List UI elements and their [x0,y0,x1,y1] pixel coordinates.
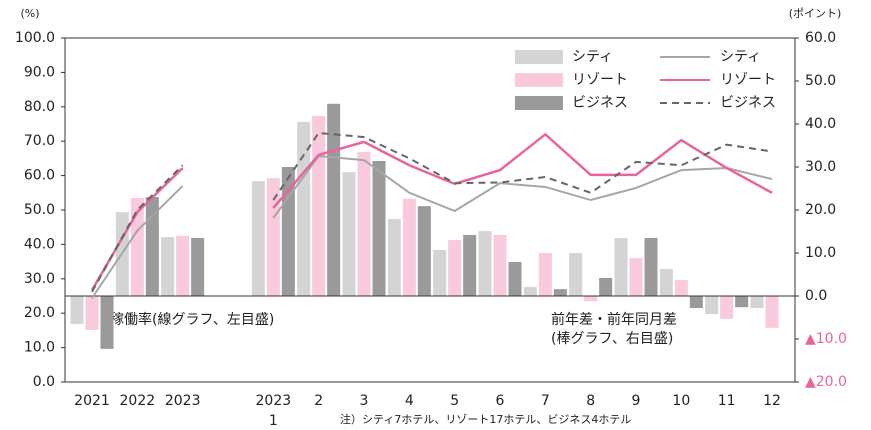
bar [508,262,522,296]
x-tick-label: 7 [541,393,550,409]
bar [85,296,99,330]
x-tick-label: 2022 [120,393,156,409]
y2-tick-label: ▲10.0 [805,331,847,347]
bar [689,296,703,309]
y-tick-label: 0.0 [33,374,55,390]
bar [342,172,356,296]
bar [448,240,462,296]
bar [629,258,643,296]
legend-label: ビジネス [720,95,776,111]
line [90,132,773,291]
x-tick-label: 4 [405,393,414,409]
bar [705,296,719,315]
legend-swatch [515,96,563,110]
bar [538,253,552,296]
annotation: (棒グラフ、右目盛) [551,331,673,347]
bar [720,296,734,319]
y-tick-label: 90.0 [24,64,55,80]
bar [599,277,613,296]
bar [145,197,159,296]
line [91,154,773,299]
bar [281,167,295,296]
x-tick-label: 5 [450,393,459,409]
y-tick-label: 10.0 [24,340,55,356]
bar [493,234,507,296]
annotation: 前年差・前年同月差 [551,311,677,328]
x-tick-label: 3 [360,393,369,409]
bar [674,280,688,296]
bar [100,296,114,349]
y-tick-label: 40.0 [24,236,55,252]
y-tick-label: 20.0 [24,305,55,321]
y2-tick-label: 60.0 [805,30,836,46]
y-tick-label: 30.0 [24,271,55,287]
bar [312,115,326,296]
bar [569,253,583,296]
y-tick-label: 70.0 [24,133,55,149]
bar [161,237,175,296]
bar [372,160,386,296]
bar [297,121,311,296]
bar [523,286,537,296]
annotation: 稼働率(線グラフ、左目盛) [110,311,274,328]
y-tick-label: 80.0 [24,99,55,115]
y2-tick-label: 50.0 [805,73,836,89]
y-tick-label: 100.0 [15,30,55,46]
x-tick-label: 12 [763,393,781,409]
x-tick-label: 1 [269,413,278,429]
bar [614,237,628,296]
legend-label: リゾート [720,72,776,88]
bar [387,219,401,296]
bar [584,296,598,302]
bar [130,197,144,296]
line [91,131,773,293]
legend-label: リゾート [572,72,628,88]
x-year-label: 2023 [256,393,292,409]
bar [735,296,749,308]
bar [191,237,205,296]
x-tick-label: 2023 [165,393,201,409]
bar [357,151,371,296]
left-unit: (%) [20,7,39,20]
bar [644,237,658,296]
x-tick-label: 8 [586,393,595,409]
y-tick-label: 50.0 [24,202,55,218]
bar [750,296,764,309]
legend-swatch [515,73,563,87]
bar [417,206,431,296]
y-tick-label: 60.0 [24,168,55,184]
x-tick-label: 10 [672,393,690,409]
right-unit: (ポイント) [789,7,842,20]
bar [765,296,779,328]
x-tick-label: 11 [718,393,736,409]
y2-tick-label: 0.0 [805,288,827,304]
bar [463,234,477,296]
x-tick-label: 2 [314,393,323,409]
bar [327,103,341,296]
bar [402,198,416,296]
y2-tick-label: 40.0 [805,116,836,132]
note: 注）シティ7ホテル、リゾート17ホテル、ビジネス4ホテル [340,412,631,426]
x-tick-label: 6 [496,393,505,409]
y2-tick-label: 20.0 [805,202,836,218]
legend-label: シティ [720,49,761,65]
bar [553,289,567,296]
x-tick-label: 9 [632,393,641,409]
x-tick-label: 2021 [74,393,110,409]
legend-label: シティ [572,49,613,65]
bar [659,268,673,296]
bar [251,181,265,296]
y2-tick-label: 30.0 [805,159,836,175]
y2-tick-label: 10.0 [805,245,836,261]
bar [433,249,447,296]
bar [70,296,84,324]
bar [266,178,280,296]
legend-label: ビジネス [572,95,628,111]
y2-tick-label: ▲20.0 [805,374,847,390]
bar [176,235,190,296]
bar [478,231,492,296]
legend-swatch [515,50,563,64]
